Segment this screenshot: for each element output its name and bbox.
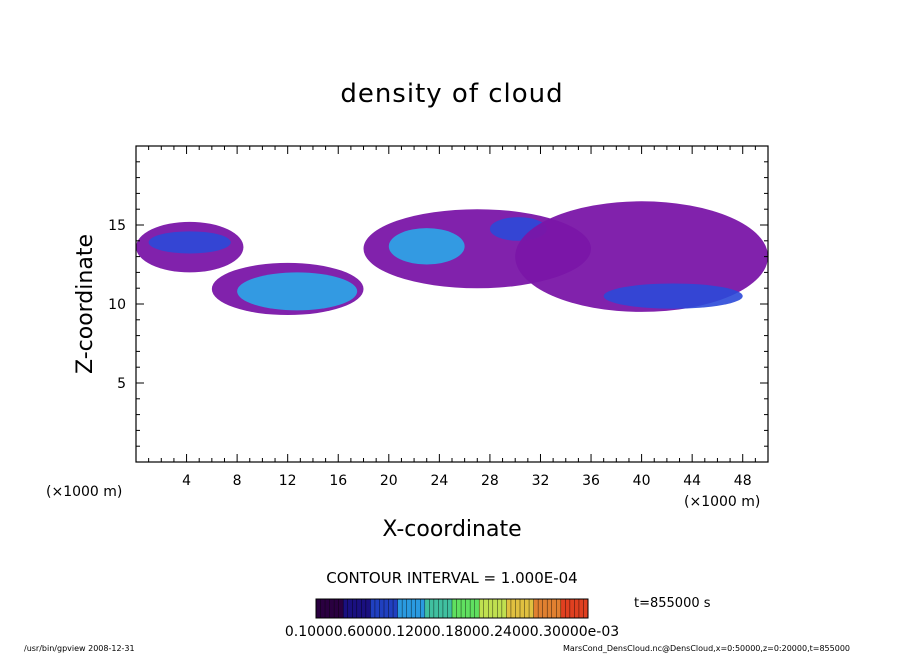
colorbar-cell (488, 599, 494, 618)
y-axis-title: Z-coordinate (73, 234, 98, 374)
colorbar-cell (325, 599, 330, 618)
x-unit-label: (×1000 m) (684, 494, 760, 510)
colorbar-cell (474, 599, 480, 618)
colorbar-cell (411, 599, 417, 618)
colorbar-cell (384, 599, 389, 618)
colorbar-labels: 0.10000.60000.12000.18000.24000.30000e-0… (285, 624, 619, 640)
colorbar-cell (506, 599, 512, 618)
cloud-region-7 (515, 201, 768, 312)
colorbar-cell (560, 599, 566, 618)
x-tick-label: 12 (279, 473, 297, 489)
colorbar-cell (520, 599, 525, 618)
colorbar-cell (479, 599, 485, 618)
colorbar-cell (356, 599, 362, 618)
colorbar-cell (316, 599, 321, 618)
x-tick-label: 44 (683, 473, 701, 489)
colorbar-cell (429, 599, 435, 618)
colorbar-cell (347, 599, 353, 618)
colorbar-cell (379, 599, 385, 618)
y-tick-label: 5 (117, 376, 126, 392)
chart-title: density of cloud (340, 79, 563, 109)
colorbar-cell (352, 599, 358, 618)
x-tick-label: 48 (734, 473, 752, 489)
colorbar-cell (343, 599, 349, 618)
colorbar-cell (533, 599, 539, 618)
x-tick-label: 16 (329, 473, 347, 489)
colorbar-cell (524, 599, 530, 618)
colorbar-cell (388, 599, 394, 618)
y-tick-label: 10 (108, 297, 126, 313)
colorbar (315, 599, 589, 618)
cloud-region-3 (237, 272, 358, 311)
x-tick-label: 36 (582, 473, 600, 489)
y-unit-label: (×1000 m) (46, 484, 122, 500)
x-axis-title: X-coordinate (382, 517, 521, 542)
colorbar-cell (420, 599, 426, 618)
colorbar-cell (447, 599, 453, 618)
contour-interval-label: CONTOUR INTERVAL = 1.000E-04 (326, 569, 577, 587)
cloud-field (136, 201, 768, 316)
x-tick-label: 4 (182, 473, 191, 489)
colorbar-cell (442, 599, 448, 618)
colorbar-cell (329, 599, 335, 618)
colorbar-cell (402, 599, 407, 618)
colorbar-cell (515, 599, 521, 618)
colorbar-cell (583, 599, 589, 618)
colorbar-cell (483, 599, 489, 618)
colorbar-cell (574, 599, 580, 618)
footer-left: /usr/bin/gpview 2008-12-31 (24, 644, 135, 653)
x-tick-label: 32 (532, 473, 550, 489)
colorbar-cell (492, 599, 498, 618)
colorbar-cell (547, 599, 553, 618)
colorbar-cell (438, 599, 444, 618)
axis-ticks (136, 146, 768, 462)
x-tick-label: 28 (481, 473, 499, 489)
colorbar-cell (456, 599, 462, 618)
colorbar-cell (556, 599, 562, 618)
footer-right: MarsCond_DensCloud.nc@DensCloud,x=0:5000… (563, 644, 850, 653)
colorbar-cell (470, 599, 475, 618)
colorbar-cell (542, 599, 548, 618)
colorbar-cell (433, 599, 439, 618)
colorbar-cell (334, 599, 339, 618)
y-tick-label: 15 (108, 218, 126, 234)
colorbar-cell (365, 599, 371, 618)
colorbar-cell (461, 599, 466, 618)
colorbar-cell (529, 599, 534, 618)
colorbar-cell (578, 599, 584, 618)
time-label: t=855000 s (634, 596, 711, 611)
colorbar-cell (406, 599, 412, 618)
colorbar-cell (497, 599, 503, 618)
colorbar-cell (415, 599, 421, 618)
colorbar-frame (315, 598, 589, 619)
x-tick-label: 8 (233, 473, 242, 489)
cloud-region-8 (603, 283, 743, 309)
colorbar-cell (510, 599, 516, 618)
x-tick-label: 24 (430, 473, 448, 489)
colorbar-cell (424, 599, 430, 618)
colorbar-cell (551, 599, 557, 618)
colorbar-cell (565, 599, 571, 618)
x-tick-label: 20 (380, 473, 398, 489)
colorbar-cell (465, 599, 471, 618)
colorbar-cell (397, 599, 403, 618)
cloud-region-5 (388, 228, 465, 265)
colorbar-cell (538, 599, 543, 618)
colorbar-cell (569, 599, 575, 618)
colorbar-cell (501, 599, 507, 618)
cloud-region-1 (148, 231, 231, 254)
x-tick-label: 40 (633, 473, 651, 489)
colorbar-cell (361, 599, 367, 618)
colorbar-cell (338, 599, 344, 618)
colorbar-cell (452, 599, 457, 618)
colorbar-cell (374, 599, 380, 618)
colorbar-cell (320, 599, 326, 618)
colorbar-cell (370, 599, 376, 618)
colorbar-cell (393, 599, 398, 618)
